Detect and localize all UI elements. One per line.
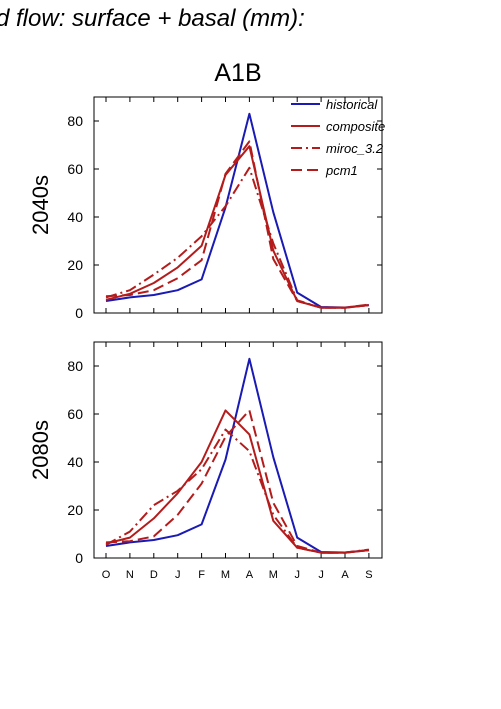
y-tick-label: 20	[67, 502, 83, 518]
x-tick-label: J	[318, 569, 324, 581]
series-line-historical	[105, 357, 369, 554]
scenario-title: A1B	[214, 59, 261, 87]
y-tick-label: 80	[67, 113, 83, 129]
chart-panel-2040s: 0 20 40 60 80 2040s historical composite miroc_3…	[28, 96, 385, 321]
x-tick-label: M	[269, 569, 278, 581]
series-line-composite	[105, 409, 370, 554]
chart-panel-2080s: 0 20 40 60 80 O N D J F M A M J J A S 2080s	[28, 341, 383, 581]
y-tick-label: 40	[67, 209, 83, 225]
series-line-pcm1	[105, 409, 370, 554]
x-tick-label: A	[341, 569, 349, 581]
x-tick-label: M	[221, 569, 230, 581]
y-tick-label: 40	[67, 454, 83, 470]
series-line-miroc-3-2	[105, 166, 370, 309]
y-tick-label: 60	[67, 406, 83, 422]
y-axis-label: 2080s	[28, 420, 53, 480]
plot-frame	[93, 96, 383, 314]
legend-label: historical	[326, 97, 378, 112]
figure-title: d flow: surface + basal (mm):	[0, 5, 305, 32]
x-tick-label: J	[294, 569, 300, 581]
plot-frame	[93, 341, 383, 559]
chart-panels: 0 20 40 60 80 2040s historical composite miroc_3…	[28, 96, 385, 581]
x-tick-label: F	[198, 569, 205, 581]
y-tick-label: 0	[75, 550, 83, 566]
x-tick-label: O	[102, 569, 111, 581]
x-tick-label: S	[365, 569, 372, 581]
x-tick-label: J	[175, 569, 181, 581]
y-axis-label: 2040s	[28, 175, 53, 235]
y-tick-label: 20	[67, 257, 83, 273]
x-tick-label: N	[126, 569, 134, 581]
x-tick-label: D	[150, 569, 158, 581]
series-line-pcm1	[105, 140, 370, 309]
x-tick-label: A	[246, 569, 254, 581]
legend-label: miroc_3.2	[326, 141, 384, 156]
y-tick-label: 0	[75, 305, 83, 321]
legend-label: composite	[326, 119, 385, 134]
y-tick-label: 80	[67, 358, 83, 374]
y-tick-label: 60	[67, 161, 83, 177]
legend-label: pcm1	[325, 163, 358, 178]
series-line-miroc-3-2	[105, 428, 370, 554]
